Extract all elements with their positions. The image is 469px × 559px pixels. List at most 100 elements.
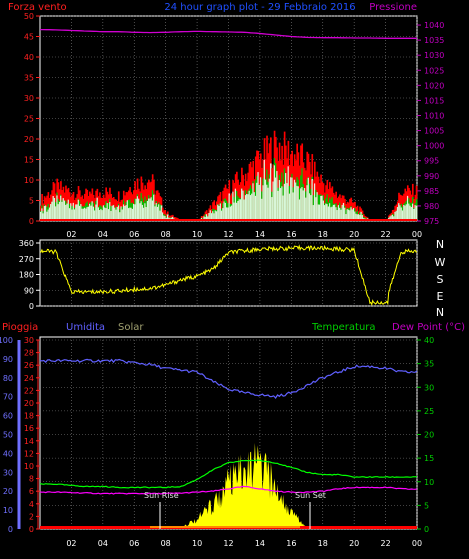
chart-title: 24 hour graph plot - 29 Febbraio 2016 bbox=[164, 2, 355, 13]
wind-speed-bar bbox=[317, 204, 320, 221]
wind-speed-bar bbox=[271, 197, 273, 221]
wind-speed-bar bbox=[324, 205, 326, 221]
wind-speed-bar bbox=[213, 213, 216, 221]
wind-speed-bar bbox=[204, 216, 207, 221]
wind-speed-bar bbox=[42, 213, 45, 221]
wind-speed-bar bbox=[313, 183, 316, 221]
x-tick-label-bottom: 20 bbox=[349, 539, 359, 548]
wind-speed-bar bbox=[149, 198, 151, 221]
wind-speed-bar bbox=[263, 159, 266, 221]
wind-speed-bar bbox=[352, 207, 355, 221]
pressure-axis-tick: 1025 bbox=[424, 66, 444, 75]
compass-n-top: N bbox=[436, 238, 444, 251]
wind-speed-bar bbox=[143, 207, 145, 221]
wind-axis-tick: 5 bbox=[29, 197, 34, 206]
wind-speed-bar bbox=[357, 214, 360, 221]
x-tick-label-bottom: 22 bbox=[380, 539, 390, 548]
wind-speed-bar bbox=[55, 206, 57, 221]
wind-speed-bar bbox=[122, 204, 125, 221]
pressure-axis-tick: 990 bbox=[424, 172, 439, 181]
wind-force-label: Forza vento bbox=[8, 2, 67, 13]
wind-speed-bar bbox=[96, 197, 99, 221]
wind-speed-bar bbox=[148, 198, 150, 221]
wind-direction-line bbox=[39, 244, 418, 307]
wind-speed-bar bbox=[355, 213, 358, 221]
wind-speed-bar bbox=[159, 210, 162, 221]
wind-speed-bar bbox=[295, 182, 297, 221]
wind-speed-bar bbox=[48, 207, 51, 221]
wind-speed-bar bbox=[257, 172, 260, 221]
rain-axis-tick: 22 bbox=[24, 386, 34, 395]
wind-speed-bar bbox=[354, 211, 356, 221]
wind-speed-bar bbox=[243, 199, 246, 221]
wind-speed-bar bbox=[403, 204, 405, 221]
axis-labels: 0202040406060808101012121414161618182020… bbox=[0, 12, 444, 548]
rain-axis-tick: 24 bbox=[24, 374, 34, 383]
wind-speed-bar bbox=[316, 192, 319, 221]
wind-speed-bar bbox=[298, 199, 301, 221]
rain-axis-tick: 6 bbox=[29, 487, 34, 496]
wind-speed-bar bbox=[151, 200, 154, 221]
wind-speed-bar bbox=[247, 194, 250, 221]
humidity-axis-tick: 90 bbox=[3, 355, 13, 364]
wind-speed-bar bbox=[406, 195, 409, 221]
dewpoint-label: Dew Point (°C) bbox=[392, 322, 465, 333]
grid-lines bbox=[17, 15, 421, 530]
wind-speed-bar bbox=[283, 183, 286, 221]
wind-speed-bar bbox=[75, 204, 77, 221]
rain-axis-tick: 12 bbox=[24, 449, 34, 458]
direction-axis-tick: 360 bbox=[19, 239, 34, 248]
wind-speed-bar bbox=[308, 193, 311, 221]
x-tick-label-top: 10 bbox=[192, 230, 202, 239]
wind-speed-bar bbox=[234, 188, 237, 221]
wind-speed-bar bbox=[311, 179, 314, 221]
wind-speed-bar bbox=[359, 214, 361, 221]
wind-speed-bar bbox=[155, 203, 158, 221]
wind-speed-bar bbox=[40, 211, 42, 221]
humidity-axis-tick: 10 bbox=[3, 506, 13, 515]
temperature-label: Temperatura bbox=[311, 322, 376, 333]
wind-speed-bar bbox=[215, 211, 218, 221]
wind-speed-bar bbox=[57, 204, 60, 221]
wind-speed-bar bbox=[258, 184, 261, 221]
wind-speed-bar bbox=[161, 212, 164, 221]
wind-speed-bar bbox=[238, 199, 241, 221]
wind-speed-bar bbox=[112, 205, 115, 221]
wind-speed-bar bbox=[132, 203, 135, 221]
wind-axis-tick: 15 bbox=[24, 156, 34, 165]
wind-speed-bar bbox=[350, 207, 353, 221]
humidity-axis-tick: 50 bbox=[3, 431, 13, 440]
wind-speed-bar bbox=[50, 204, 52, 221]
wind-speed-bar bbox=[262, 185, 265, 221]
wind-axis-tick: 20 bbox=[24, 135, 34, 144]
wind-speed-bar bbox=[303, 188, 306, 221]
wind-speed-bar bbox=[292, 192, 295, 221]
wind-speed-bar bbox=[89, 203, 91, 221]
wind-speed-bar bbox=[212, 211, 214, 221]
wind-speed-bar bbox=[414, 205, 417, 221]
solar-area bbox=[40, 443, 417, 529]
wind-speed-bar bbox=[220, 210, 223, 221]
wind-speed-bar bbox=[307, 177, 310, 221]
wind-speed-bar bbox=[222, 208, 224, 221]
wind-speed-bar bbox=[68, 208, 71, 221]
wind-speed-bar bbox=[278, 180, 281, 221]
pressure-axis-tick: 1010 bbox=[424, 111, 444, 120]
wind-speed-bar bbox=[129, 207, 131, 221]
wind-speed-bar bbox=[171, 216, 174, 221]
wind-speed-bar bbox=[119, 212, 121, 221]
wind-speed-bar bbox=[120, 206, 123, 221]
humidity-axis-tick: 80 bbox=[3, 374, 13, 383]
wind-speed-bar bbox=[290, 177, 292, 221]
wind-speed-bar bbox=[136, 196, 139, 221]
wind-speed-bar bbox=[72, 202, 75, 221]
wind-speed-bar bbox=[210, 213, 213, 221]
wind-speed-bar bbox=[101, 210, 104, 221]
wind-speed-bar bbox=[339, 207, 341, 221]
wind-speed-bar bbox=[90, 205, 92, 221]
wind-speed-bar bbox=[281, 186, 283, 221]
wind-speed-bar bbox=[158, 204, 160, 221]
rain-axis-tick: 14 bbox=[24, 437, 34, 446]
wind-speed-bar bbox=[228, 193, 231, 221]
wind-speed-bar bbox=[94, 210, 96, 221]
